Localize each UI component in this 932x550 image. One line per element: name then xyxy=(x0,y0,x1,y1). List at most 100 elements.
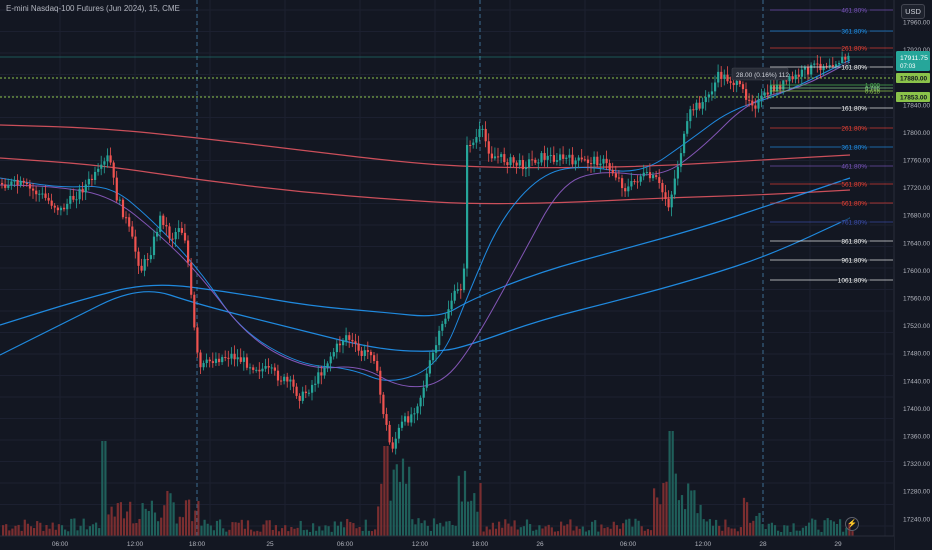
volume-bar xyxy=(327,526,330,536)
candle-body xyxy=(236,357,239,360)
candle-body xyxy=(438,330,441,346)
candle-body xyxy=(466,145,469,269)
candle-body xyxy=(385,414,388,425)
time-tick-label: 06:00 xyxy=(52,541,69,548)
volume-bar xyxy=(166,490,169,536)
candle-body xyxy=(717,71,720,83)
ma-blue-fast xyxy=(0,59,851,381)
candle-body xyxy=(497,156,500,158)
volume-bar xyxy=(653,488,656,536)
candle-body xyxy=(242,357,245,362)
symbol-title[interactable]: E-mini Nasdaq-100 Futures (Jun 2024), 15… xyxy=(6,4,180,13)
volume-bar xyxy=(715,519,718,536)
candle-body xyxy=(422,387,425,398)
candle-body xyxy=(410,414,413,423)
volume-bar xyxy=(383,446,386,536)
volume-bar xyxy=(463,470,467,536)
price-axis-bg xyxy=(894,0,932,550)
volume-bar xyxy=(708,519,711,536)
fib-level-label: 261.80% xyxy=(841,126,867,133)
measure-tooltip[interactable]: 28.00 (0.16%) 112 xyxy=(736,72,789,79)
candle-body xyxy=(831,65,834,67)
candle-body xyxy=(360,350,363,356)
candle-body xyxy=(404,416,407,422)
level-price-badge xyxy=(896,73,930,83)
volume-bar xyxy=(411,519,414,536)
candle-body xyxy=(249,367,252,369)
volume-bar xyxy=(408,466,411,536)
candle-body xyxy=(729,81,732,83)
candle-body xyxy=(338,343,342,346)
volume-bar xyxy=(432,518,436,536)
candle-body xyxy=(218,358,221,363)
candle-body xyxy=(521,160,524,170)
candle-body xyxy=(670,194,673,208)
candle-body xyxy=(524,167,528,170)
volume-bar xyxy=(157,521,160,536)
candle-body xyxy=(397,427,400,439)
candle-body xyxy=(611,169,614,174)
volume-bar xyxy=(656,497,659,536)
volume-bar xyxy=(95,522,98,536)
fibonacci-extension-tool[interactable]: 461.80% 361.80% 261.80% 161.80% 1.0000.7860.… xyxy=(731,6,893,285)
candle-body xyxy=(245,357,249,368)
volume-bar xyxy=(346,518,349,536)
volume-bar xyxy=(622,523,625,536)
candle-body xyxy=(841,56,844,64)
volume-bar xyxy=(494,528,498,536)
candle-body xyxy=(13,179,16,182)
volume-bar xyxy=(739,527,742,536)
ma-purple xyxy=(0,61,851,388)
volume-bar xyxy=(541,528,544,536)
volume-bar xyxy=(312,523,315,536)
volume-bar xyxy=(135,522,138,536)
fib-label-bg xyxy=(840,124,870,132)
candle-body xyxy=(469,145,472,146)
volume-bar xyxy=(591,521,594,536)
candle-body xyxy=(484,128,487,142)
volume-bar xyxy=(231,522,234,536)
candle-body xyxy=(1,183,4,185)
fib-label-bg xyxy=(840,27,870,35)
fib-level-label: 261.80% xyxy=(841,46,867,53)
candle-body xyxy=(745,89,748,100)
candle-body xyxy=(369,351,373,356)
candle-body xyxy=(810,64,813,75)
candle-body xyxy=(500,154,503,157)
candle-body xyxy=(78,188,81,200)
volume-bar xyxy=(101,441,104,536)
volume-bar xyxy=(253,531,256,536)
volume-bar xyxy=(5,524,8,536)
candlesticks[interactable] xyxy=(1,48,850,455)
volume-bar xyxy=(482,531,485,536)
volume-bar xyxy=(48,528,51,536)
volume-bar xyxy=(8,530,11,536)
currency-button[interactable]: USD xyxy=(901,4,925,19)
candle-body xyxy=(373,355,376,361)
volume-bar xyxy=(141,503,144,536)
fib-level-label: 1061.80% xyxy=(838,278,867,285)
candle-body xyxy=(230,353,233,359)
candle-body xyxy=(602,158,605,164)
volume-bar xyxy=(724,519,727,536)
time-axis[interactable]: 06:00 12:00 18:00 25 06:00 12:00 18:00 26 06:00 1… xyxy=(0,535,894,550)
candle-body xyxy=(394,438,397,449)
lightning-icon[interactable]: ⚡ xyxy=(845,517,859,531)
volume-bar xyxy=(532,530,535,536)
time-tick-label: 26 xyxy=(536,541,544,548)
price-tick-label: 17320.00 xyxy=(903,461,930,468)
volume-bar xyxy=(33,528,36,536)
fib-level-label: 561.80% xyxy=(841,182,867,189)
candle-body xyxy=(568,154,571,158)
volume-bar xyxy=(581,526,584,536)
fib-level-label: 361.80% xyxy=(841,29,867,36)
volume-bar xyxy=(677,500,680,536)
price-axis[interactable]: 17960.00 17920.00 17880.00 17840.00 17800.00… xyxy=(893,0,932,550)
price-tick-label: 17520.00 xyxy=(903,323,930,330)
price-tick-label: 17720.00 xyxy=(903,185,930,192)
candle-body xyxy=(146,259,149,261)
price-tick-label: 17560.00 xyxy=(903,296,930,303)
candle-body xyxy=(673,178,676,195)
volume-bar xyxy=(163,505,166,536)
